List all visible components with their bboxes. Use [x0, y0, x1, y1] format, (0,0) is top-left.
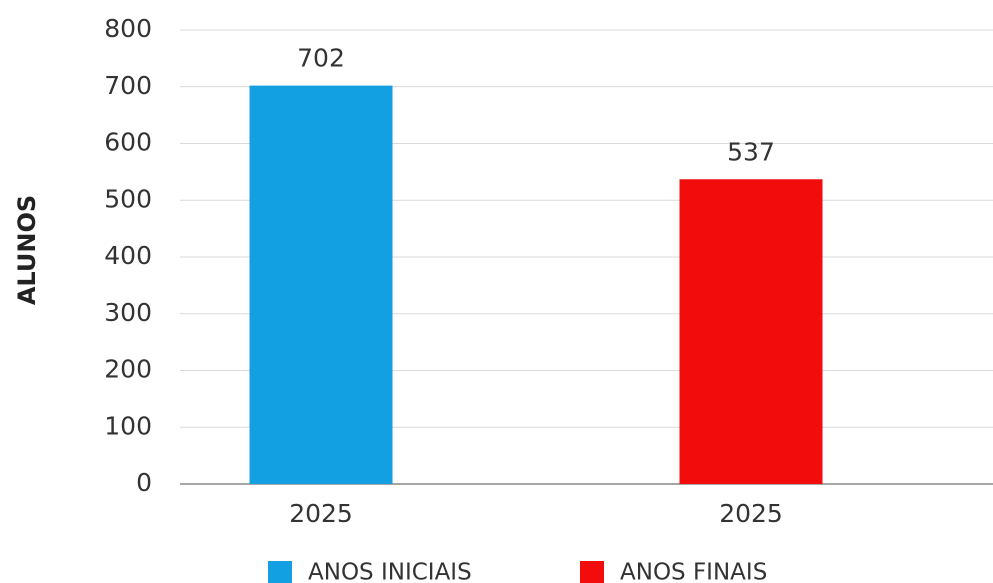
y-axis-label: ALUNOS [13, 195, 41, 305]
y-tick-label: 100 [104, 411, 152, 440]
y-tick-label: 700 [104, 71, 152, 100]
legend-swatch [268, 561, 292, 583]
bar [679, 179, 823, 484]
y-tick-label: 0 [136, 468, 152, 497]
bar [249, 85, 393, 485]
y-tick-label: 400 [104, 241, 152, 270]
y-tick-label: 300 [104, 298, 152, 327]
y-tick-label: 500 [104, 184, 152, 213]
legend-swatch [580, 561, 604, 583]
x-tick-label: 2025 [289, 499, 353, 528]
value-label: 702 [297, 44, 345, 73]
legend-label: ANOS FINAIS [620, 560, 767, 583]
y-tick-label: 800 [104, 14, 152, 43]
y-tick-label: 600 [104, 128, 152, 157]
legend-label: ANOS INICIAIS [308, 560, 472, 583]
y-tick-label: 200 [104, 355, 152, 384]
value-label: 537 [727, 137, 775, 166]
x-tick-label: 2025 [719, 499, 783, 528]
